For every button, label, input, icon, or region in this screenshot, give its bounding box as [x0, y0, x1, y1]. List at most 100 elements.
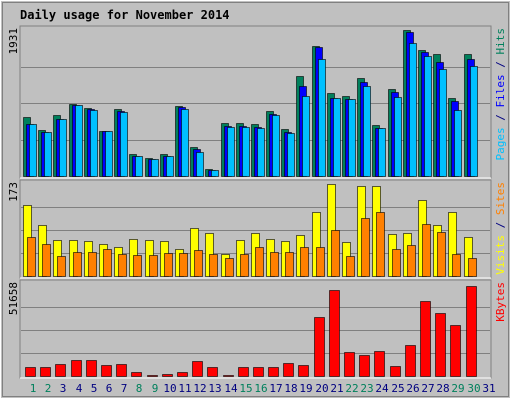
bar-sites-day-13 [209, 254, 218, 277]
bar-kbytes-day-7 [116, 364, 127, 377]
chart-panels: 1931 Pages / Files / Hits 173 Visits / Site… [7, 25, 507, 379]
bar-pages-day-21 [333, 98, 341, 177]
y-max-label: 51658 [7, 282, 20, 315]
bar-pages-day-16 [257, 128, 265, 177]
bar-pages-day-26 [409, 43, 417, 177]
bar-pages-day-7 [120, 112, 128, 177]
x-tick-label-day-28: 28 [436, 382, 449, 395]
bar-kbytes-day-4 [71, 360, 82, 377]
bar-pages-day-12 [196, 152, 204, 177]
inner-border [2, 2, 509, 397]
x-tick-label-day-17: 17 [269, 382, 282, 395]
bar-pages-day-24 [378, 128, 386, 177]
bar-sites-day-2 [42, 244, 51, 277]
x-tick-label-day-6: 6 [106, 382, 113, 395]
bar-sites-day-16 [255, 247, 264, 277]
bar-kbytes-day-10 [162, 374, 173, 377]
panel-legend: Pages / Files / Hits [494, 28, 507, 161]
bar-sites-day-26 [407, 245, 416, 277]
bar-sites-day-24 [376, 212, 385, 277]
bar-kbytes-day-28 [435, 313, 446, 377]
bar-kbytes-day-19 [298, 365, 309, 377]
bar-pages-day-23 [363, 86, 371, 177]
bar-sites-day-14 [225, 258, 234, 277]
bar-pages-day-17 [272, 115, 280, 177]
bar-kbytes-day-6 [101, 365, 112, 377]
bar-pages-day-28 [439, 69, 447, 177]
x-tick-label-day-25: 25 [391, 382, 404, 395]
y-max-label: 173 [7, 182, 20, 202]
bar-kbytes-day-25 [390, 366, 401, 377]
bar-pages-day-30 [470, 66, 478, 177]
x-tick-label-day-31: 31 [482, 382, 495, 395]
bar-sites-day-22 [346, 256, 355, 277]
bar-sites-day-10 [164, 253, 173, 277]
panel-legend: Visits / Sites [494, 182, 507, 275]
bar-kbytes-day-2 [40, 367, 51, 377]
x-tick-label-day-19: 19 [299, 382, 312, 395]
x-tick-label-day-30: 30 [467, 382, 480, 395]
bar-pages-day-4 [75, 105, 83, 177]
x-tick-label-day-27: 27 [421, 382, 434, 395]
bar-pages-day-15 [242, 127, 250, 177]
legend-entry: / [494, 108, 507, 128]
x-tick-label-day-23: 23 [360, 382, 373, 395]
panel-visits-sites: 173 Visits / Sites [7, 179, 507, 279]
chart-title: Daily usage for November 2014 [20, 8, 230, 22]
x-tick-label-day-18: 18 [284, 382, 297, 395]
bar-kbytes-day-9 [147, 375, 158, 377]
x-tick-label-day-15: 15 [239, 382, 252, 395]
bar-kbytes-day-20 [314, 317, 325, 377]
x-tick-label-day-29: 29 [451, 382, 464, 395]
bar-sites-day-5 [88, 252, 97, 277]
bar-kbytes-day-1 [25, 367, 36, 377]
bar-sites-day-1 [27, 237, 36, 277]
legend-entry: Sites [494, 182, 507, 215]
x-tick-label-day-16: 16 [254, 382, 267, 395]
x-tick-label-day-11: 11 [178, 382, 191, 395]
bar-pages-day-10 [166, 156, 174, 177]
bar-pages-day-27 [424, 56, 432, 177]
bar-kbytes-day-5 [86, 360, 97, 377]
bar-sites-day-27 [422, 224, 431, 277]
bar-sites-day-19 [300, 247, 309, 277]
bar-sites-day-8 [133, 255, 142, 277]
bar-pages-day-1 [29, 124, 37, 177]
bar-kbytes-day-14 [223, 375, 234, 377]
x-tick-label-day-26: 26 [406, 382, 419, 395]
panel-pages-files-hits: 1931 Pages / Files / Hits [7, 25, 507, 179]
bar-kbytes-day-29 [450, 325, 461, 377]
bar-sites-day-25 [392, 249, 401, 277]
x-tick-label-day-24: 24 [375, 382, 389, 395]
bar-sites-day-23 [361, 218, 370, 277]
bar-pages-day-9 [151, 159, 159, 177]
x-tick-label-day-21: 21 [330, 382, 343, 395]
bar-kbytes-day-30 [466, 286, 477, 377]
bar-sites-day-17 [270, 252, 279, 277]
x-tick-label-day-22: 22 [345, 382, 358, 395]
bar-kbytes-day-26 [405, 345, 416, 377]
bar-pages-day-5 [90, 110, 98, 177]
bar-sites-day-7 [118, 254, 127, 277]
bar-pages-day-11 [181, 109, 189, 177]
x-tick-label-day-8: 8 [136, 382, 143, 395]
x-tick-label-day-13: 13 [208, 382, 221, 395]
bar-sites-day-11 [179, 253, 188, 277]
bar-pages-day-14 [227, 127, 235, 177]
bar-kbytes-day-22 [344, 352, 355, 377]
x-tick-label-day-4: 4 [76, 382, 83, 395]
bar-sites-day-15 [240, 254, 249, 277]
bar-kbytes-day-24 [374, 351, 385, 377]
bar-pages-day-18 [287, 133, 295, 177]
legend-entry: Pages [494, 127, 507, 160]
x-tick-label-day-5: 5 [91, 382, 98, 395]
x-tick-label-day-1: 1 [30, 382, 37, 395]
bar-pages-day-25 [394, 97, 402, 177]
x-tick-label-day-2: 2 [45, 382, 52, 395]
x-axis-labels: 1 2 3 4 5 6 7 8 9 10 11 12 13 14 15 16 17 18 19 20 21 22 23 24 2… [30, 382, 496, 395]
x-tick-label-day-10: 10 [163, 382, 176, 395]
bar-kbytes-day-18 [283, 363, 294, 377]
bar-pages-day-20 [318, 59, 326, 177]
x-tick-label-day-3: 3 [60, 382, 67, 395]
